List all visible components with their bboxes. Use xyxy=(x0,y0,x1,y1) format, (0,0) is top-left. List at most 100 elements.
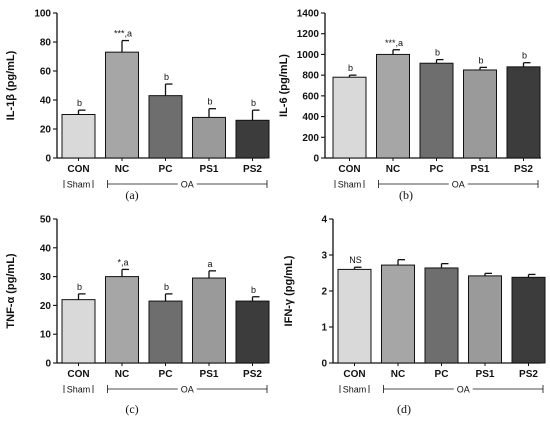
significance-label: b xyxy=(251,98,256,108)
category-label: PS1 xyxy=(200,164,219,175)
group-label: Sham xyxy=(338,180,362,190)
category-label: PC xyxy=(159,369,173,380)
significance-label: b xyxy=(348,63,353,73)
group-label: OA xyxy=(457,385,470,395)
bar xyxy=(419,62,454,159)
panel-label: (a) xyxy=(125,188,138,202)
y-axis-label: IL-6 (pg/mL) xyxy=(278,54,290,117)
category-label: NC xyxy=(115,164,129,175)
y-tick-label: 40 xyxy=(40,243,52,254)
bar xyxy=(192,277,226,364)
category-label: NC xyxy=(386,164,400,175)
group-label: Sham xyxy=(67,180,91,190)
bar xyxy=(381,264,415,364)
y-tick-label: 2 xyxy=(321,287,327,298)
y-tick-label: 1400 xyxy=(297,9,320,20)
significance-label: b xyxy=(77,282,82,292)
y-axis-label: IFN-γ (pg/mL) xyxy=(283,255,295,326)
y-tick-label: 200 xyxy=(302,133,319,144)
significance-label: b xyxy=(77,98,82,108)
category-label: PS1 xyxy=(476,369,495,380)
significance-label: b xyxy=(207,97,212,107)
bar xyxy=(463,69,497,159)
bar xyxy=(235,119,270,159)
bar xyxy=(235,300,270,364)
bar xyxy=(506,66,541,159)
y-tick-label: 40 xyxy=(40,96,52,107)
category-label: CON xyxy=(343,369,365,380)
panel-label: (d) xyxy=(397,402,411,416)
category-label: CON xyxy=(67,164,89,175)
y-tick-label: 30 xyxy=(40,272,52,283)
y-tick-label: 1000 xyxy=(297,50,320,61)
bar xyxy=(148,95,183,159)
category-label: CON xyxy=(67,369,89,380)
bar xyxy=(192,116,226,159)
bar xyxy=(61,114,96,159)
bar xyxy=(332,76,367,159)
bar xyxy=(468,275,502,364)
group-label: OA xyxy=(181,385,194,395)
chart-panel-2: 0 200 400 600 800 1000 1200 1400 IL-6 (pg/mL) b CO… xyxy=(278,9,541,202)
category-label: PS2 xyxy=(514,164,533,175)
chart-panel-4: 0 1 2 3 4 IFN-γ (pg/mL) NS CON NC PC PS1 PS2 Sham OA (… xyxy=(283,215,546,416)
y-tick-label: 20 xyxy=(40,125,52,136)
y-tick-label: 0 xyxy=(321,359,327,370)
category-label: PS2 xyxy=(243,164,262,175)
category-label: NC xyxy=(115,369,129,380)
y-axis-label: IL-1β (pg/mL) xyxy=(5,50,17,120)
significance-label: b xyxy=(435,48,440,58)
category-label: PC xyxy=(430,164,444,175)
y-tick-label: 60 xyxy=(40,67,52,78)
group-label: OA xyxy=(181,180,194,190)
significance-label: ***,a xyxy=(385,38,403,48)
category-label: PS1 xyxy=(471,164,490,175)
bar xyxy=(424,267,459,364)
y-tick-label: 0 xyxy=(45,154,51,165)
panel-label: (b) xyxy=(399,188,413,202)
y-tick-label: 400 xyxy=(302,112,319,123)
y-tick-label: 1 xyxy=(321,323,327,334)
group-label: Sham xyxy=(343,385,367,395)
category-label: PC xyxy=(435,369,449,380)
panel-label: (c) xyxy=(125,402,138,416)
category-label: PS2 xyxy=(243,369,262,380)
bar xyxy=(148,300,183,364)
category-label: PS1 xyxy=(200,369,219,380)
y-tick-label: 800 xyxy=(302,71,319,82)
y-tick-label: 4 xyxy=(321,215,327,226)
y-tick-label: 80 xyxy=(40,38,52,49)
group-label: OA xyxy=(452,180,465,190)
y-axis-label: TNF-α (pg/mL) xyxy=(5,253,17,329)
significance-label: a xyxy=(207,259,212,269)
bar xyxy=(511,276,546,364)
group-label: Sham xyxy=(67,385,91,395)
category-label: NC xyxy=(391,369,405,380)
bar xyxy=(105,276,139,364)
y-tick-label: 3 xyxy=(321,251,327,262)
chart-panel-1: 0 20 40 60 80 100 IL-1β (pg/mL) b CON ***,a NC b PC b… xyxy=(5,9,270,202)
chart-panel-3: 0 10 20 30 40 50 TNF-α (pg/mL) b CON *,a NC b PC a PS1… xyxy=(5,215,270,416)
y-tick-label: 0 xyxy=(313,154,319,165)
y-tick-label: 600 xyxy=(302,91,319,102)
bar xyxy=(61,299,96,364)
y-tick-label: 1200 xyxy=(297,29,320,40)
bar xyxy=(337,268,372,364)
significance-label: b xyxy=(478,55,483,65)
y-tick-label: 100 xyxy=(34,9,51,20)
bar xyxy=(376,53,410,159)
significance-label: b xyxy=(522,51,527,61)
category-label: PC xyxy=(159,164,173,175)
y-tick-label: 10 xyxy=(40,330,52,341)
significance-label: b xyxy=(164,72,169,82)
significance-label: *,a xyxy=(117,257,128,267)
significance-label: ***,a xyxy=(114,29,132,39)
y-tick-label: 50 xyxy=(40,215,52,226)
significance-label: b xyxy=(164,282,169,292)
category-label: PS2 xyxy=(519,369,538,380)
y-tick-label: 20 xyxy=(40,301,52,312)
bar xyxy=(105,51,139,159)
category-label: CON xyxy=(338,164,360,175)
significance-label: b xyxy=(251,285,256,295)
